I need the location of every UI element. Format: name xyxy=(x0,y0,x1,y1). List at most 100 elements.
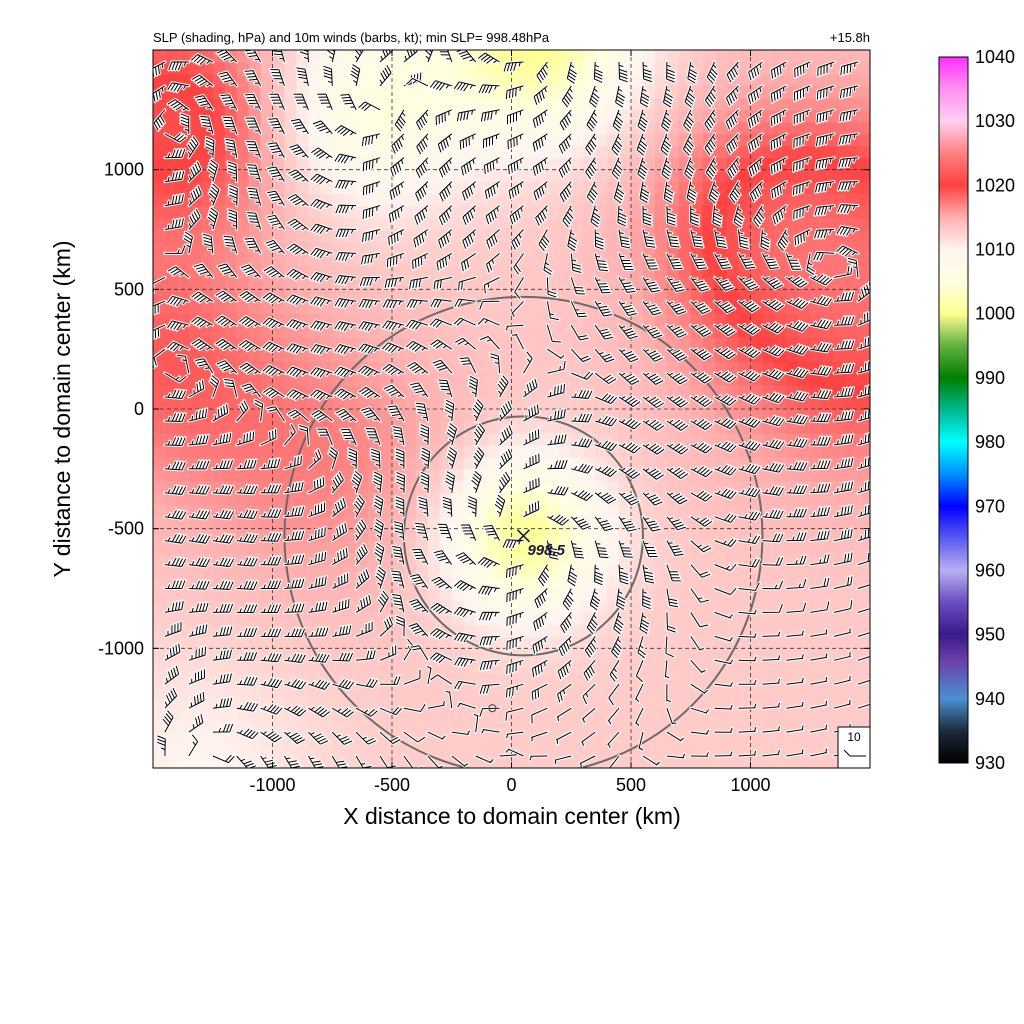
slp-cell xyxy=(272,612,286,625)
slp-cell xyxy=(451,409,465,422)
slp-cell xyxy=(427,612,441,625)
slp-cell xyxy=(798,145,811,159)
slp-cell xyxy=(344,612,357,625)
slp-cell xyxy=(654,588,668,602)
slp-cell xyxy=(188,301,202,314)
slp-cell xyxy=(260,277,274,290)
slp-cell xyxy=(308,564,321,578)
slp-cell xyxy=(415,50,429,63)
slp-cell xyxy=(153,289,166,302)
slp-cell xyxy=(547,444,560,458)
slp-cell xyxy=(463,744,477,757)
slp-cell xyxy=(702,648,716,661)
slp-cell xyxy=(176,492,190,506)
slp-cell xyxy=(798,588,811,602)
slp-cell xyxy=(164,50,178,63)
slp-cell xyxy=(272,444,286,458)
slp-cell xyxy=(248,420,262,434)
slp-cell xyxy=(248,684,262,697)
slp-cell xyxy=(499,576,513,590)
slp-cell xyxy=(248,516,262,530)
slp-cell xyxy=(224,277,238,290)
slp-cell xyxy=(403,241,417,255)
slp-cell xyxy=(368,720,381,733)
slp-cell xyxy=(858,145,870,159)
slp-cell xyxy=(499,696,513,709)
slp-cell xyxy=(272,301,286,314)
slp-cell xyxy=(427,97,441,111)
colorbar-tick-label: 960 xyxy=(975,560,1005,580)
slp-cell xyxy=(356,241,369,255)
slp-cell xyxy=(858,540,870,554)
slp-cell xyxy=(236,373,250,386)
slp-cell xyxy=(690,696,704,709)
slp-cell xyxy=(451,492,465,506)
slp-cell xyxy=(702,528,716,542)
slp-cell xyxy=(248,301,262,314)
slp-cell xyxy=(451,349,465,362)
slp-cell xyxy=(714,528,728,542)
slp-cell xyxy=(774,684,787,697)
slp-cell xyxy=(320,756,333,768)
slp-cell xyxy=(451,480,465,494)
slp-cell xyxy=(164,468,178,482)
slp-cell xyxy=(834,492,847,506)
slp-cell xyxy=(487,456,501,470)
slp-cell xyxy=(559,337,572,350)
slp-cell xyxy=(798,636,811,649)
slp-cell xyxy=(774,756,787,768)
slp-cell xyxy=(344,217,357,231)
slp-cell xyxy=(392,73,405,87)
slp-cell xyxy=(463,432,477,446)
slp-cell xyxy=(224,253,238,266)
slp-cell xyxy=(487,624,501,637)
slp-cell xyxy=(403,217,417,231)
slp-cell xyxy=(284,612,297,625)
slp-cell xyxy=(332,217,345,231)
slp-cell xyxy=(798,732,811,745)
slp-cell xyxy=(451,588,465,602)
slp-cell xyxy=(320,325,333,338)
slp-cell xyxy=(356,145,369,159)
slp-cell xyxy=(153,169,166,183)
slp-cell xyxy=(212,708,226,721)
slp-cell xyxy=(427,193,441,207)
slp-cell xyxy=(344,504,357,518)
slp-cell xyxy=(248,444,262,458)
colorbar-tick-label: 990 xyxy=(975,368,1005,388)
slp-cell xyxy=(846,612,859,625)
slp-cell xyxy=(356,720,369,733)
slp-cell xyxy=(380,145,393,159)
slp-cell xyxy=(284,205,297,219)
colorbar-tick-label: 1020 xyxy=(975,175,1015,195)
slp-cell xyxy=(619,696,632,709)
y-tick-label: 0 xyxy=(134,399,144,419)
slp-cell xyxy=(176,301,190,314)
figure-title: SLP (shading, hPa) and 10m winds (barbs,… xyxy=(153,30,550,45)
slp-cell xyxy=(451,373,465,386)
slp-cell xyxy=(320,720,333,733)
slp-cell xyxy=(451,193,465,207)
slp-cell xyxy=(403,121,417,135)
slp-cell xyxy=(714,576,728,590)
slp-cell xyxy=(547,744,560,757)
slp-cell xyxy=(356,217,369,231)
slp-cell xyxy=(559,313,572,326)
slp-cell xyxy=(153,624,166,637)
slp-cell xyxy=(750,660,764,673)
slp-cell xyxy=(511,121,525,135)
slp-cell xyxy=(260,540,274,554)
slp-cell xyxy=(200,744,214,757)
slp-cell xyxy=(595,50,608,63)
slp-cell xyxy=(559,468,572,482)
slp-cell xyxy=(583,241,596,255)
slp-cell xyxy=(475,349,489,362)
slp-cell xyxy=(463,145,477,159)
slp-cell xyxy=(762,50,775,63)
slp-cell xyxy=(607,50,620,63)
slp-cell xyxy=(631,50,644,63)
slp-cell xyxy=(164,109,178,123)
slp-cell xyxy=(451,229,465,243)
slp-cell xyxy=(212,732,226,745)
slp-cell xyxy=(248,564,262,578)
